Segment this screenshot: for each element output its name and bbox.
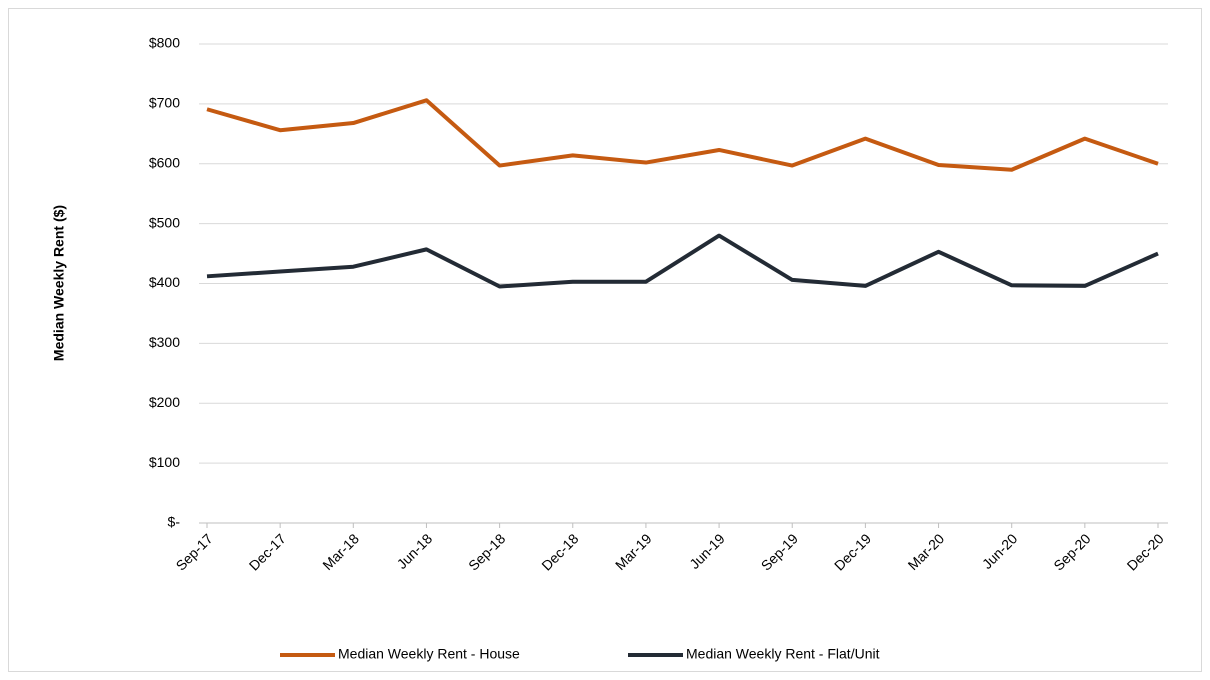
series-line	[206, 98, 1159, 172]
y-tick-label: $-	[168, 514, 181, 530]
y-tick-label: $700	[149, 95, 180, 111]
y-tick-label: $400	[149, 274, 180, 290]
y-tick-label: $300	[149, 334, 180, 350]
series-line	[206, 233, 1159, 289]
y-tick-label: $500	[149, 214, 180, 230]
y-tick-label: $800	[149, 35, 180, 51]
chart-border	[8, 8, 1202, 672]
legend-label: Median Weekly Rent - House	[338, 646, 520, 662]
y-tick-label: $600	[149, 154, 180, 170]
y-axis-label: Median Weekly Rent ($)	[51, 205, 67, 361]
legend-label: Median Weekly Rent - Flat/Unit	[686, 646, 880, 662]
y-tick-label: $200	[149, 394, 180, 410]
y-tick-label: $100	[149, 454, 180, 470]
